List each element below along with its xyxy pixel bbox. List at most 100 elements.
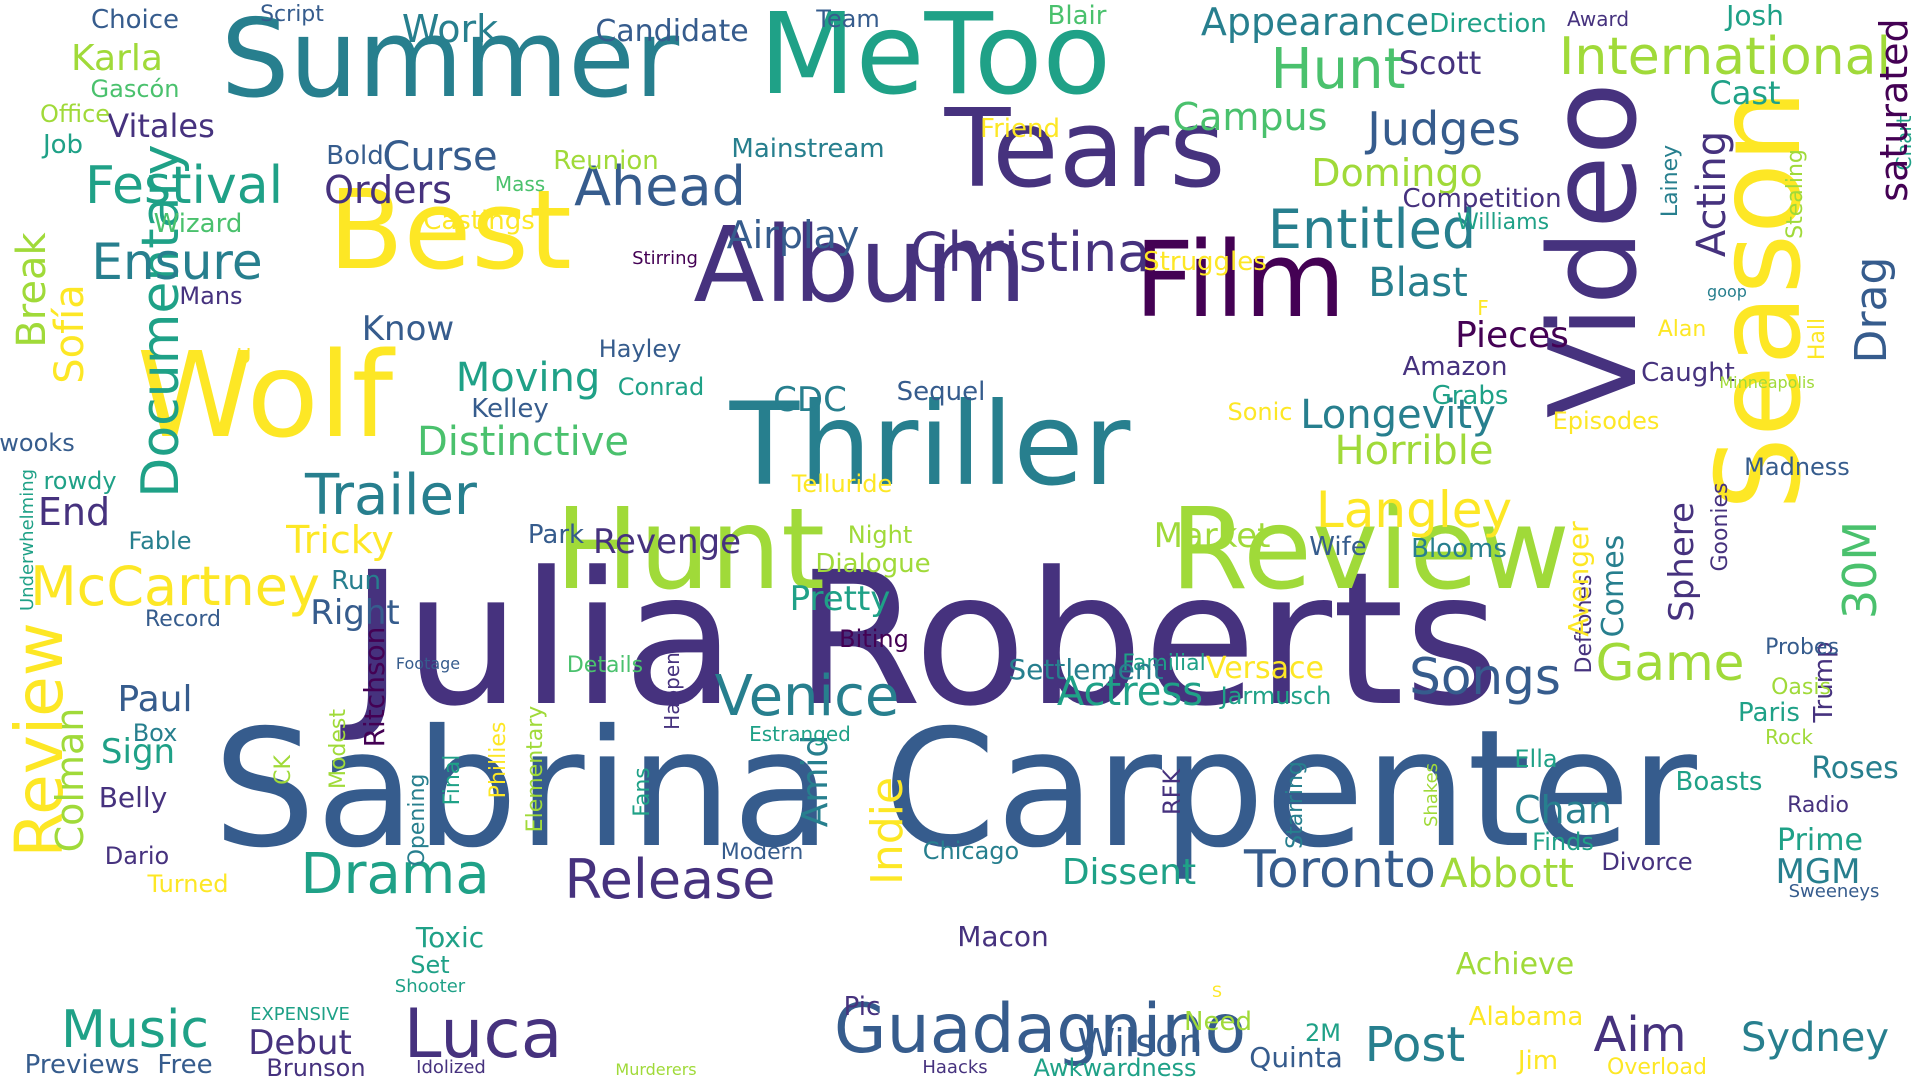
word-team: Team	[816, 5, 880, 33]
word-moving: Moving	[455, 355, 601, 401]
word-hall: Hall	[1805, 317, 1830, 361]
word-job: Job	[42, 130, 84, 160]
word-overload: Overload	[1607, 1055, 1707, 1080]
word-fans: Fans	[630, 767, 655, 817]
word-blair: Blair	[1047, 1, 1107, 31]
word-sofia: Sofía	[47, 284, 93, 384]
word-alabama: Alabama	[1468, 1002, 1584, 1032]
word-christina: Christina	[909, 221, 1151, 284]
word-free: Free	[157, 1050, 213, 1080]
word-roses: Roses	[1811, 751, 1899, 786]
word-castings: Castings	[423, 206, 535, 236]
word-karla: Karla	[71, 38, 163, 79]
word-mans: Mans	[179, 282, 243, 310]
word-stealing: Stealing	[1783, 149, 1808, 239]
word-wizard: Wizard	[153, 209, 243, 239]
word-caught: Caught	[1641, 358, 1735, 388]
word-mass: Mass	[494, 172, 546, 196]
word-haacks: Haacks	[922, 1057, 988, 1078]
word-aim: Aim	[1593, 1007, 1687, 1063]
word-radio: Radio	[1787, 793, 1849, 818]
word-blast: Blast	[1368, 260, 1468, 306]
word-ritchson: Ritchson	[358, 626, 391, 748]
word-tricky: Tricky	[286, 518, 394, 562]
word-saturated: saturated	[1872, 18, 1916, 202]
word-night: Night	[847, 521, 913, 549]
word-music: Music	[61, 1000, 209, 1060]
word-happen: Happen	[660, 652, 684, 730]
word-orders: Orders	[324, 168, 452, 212]
word-international: International	[1559, 27, 1891, 87]
word-abbott: Abbott	[1440, 851, 1574, 897]
word-festival: Festival	[84, 156, 284, 216]
word-finds: Finds	[1532, 828, 1594, 856]
word-murderers: Murderers	[615, 1060, 697, 1079]
word-settlement: Settlement	[1008, 653, 1164, 686]
word-lainey: Lainey	[1658, 144, 1683, 218]
word-sonic: Sonic	[1227, 398, 1293, 426]
word-candidate: Candidate	[595, 14, 749, 49]
word-biting: Biting	[839, 625, 909, 653]
word-cast: Cast	[1709, 74, 1781, 112]
word-blooms: Blooms	[1411, 534, 1507, 564]
word-u: U	[236, 344, 252, 368]
word-album: Album	[693, 204, 1027, 326]
word-kelley: Kelley	[471, 394, 549, 424]
word-vitales: Vitales	[107, 107, 215, 145]
word-probes: Probes	[1765, 635, 1839, 660]
word-jarmusch: Jarmusch	[1220, 682, 1332, 710]
word-venice: Venice	[714, 664, 900, 729]
word-competition: Competition	[1402, 184, 1562, 214]
word-mainstream: Mainstream	[731, 134, 885, 164]
word-office: Office	[39, 100, 111, 128]
word-award: Award	[1566, 7, 1630, 31]
word-hunt: Hunt	[554, 485, 826, 615]
word-appearance: Appearance	[1200, 0, 1430, 44]
word-curse: Curse	[382, 134, 498, 180]
word-williams: Williams	[1456, 210, 1550, 235]
word-ck: CK	[271, 755, 296, 785]
word-pretty: Pretty	[789, 579, 891, 619]
word-sweeneys: Sweeneys	[1788, 881, 1880, 902]
word-metoo: MeToo	[759, 0, 1111, 120]
word-distinctive: Distinctive	[417, 419, 629, 465]
word-drag: Drag	[1846, 256, 1897, 364]
word-toronto: Toronto	[1244, 840, 1436, 900]
word-drama: Drama	[300, 842, 490, 907]
word-campus: Campus	[1172, 95, 1328, 139]
word-guadagnino: Guadagnino	[833, 990, 1247, 1069]
word-footage: Footage	[395, 654, 461, 673]
word-dario: Dario	[104, 842, 170, 870]
word-pieces: Pieces	[1455, 315, 1569, 356]
word-underwhelming: Underwhelming	[17, 468, 38, 612]
word-thriller: Thriller	[729, 378, 1131, 511]
word-oasis: Oasis	[1771, 675, 1831, 700]
word-domingo: Domingo	[1311, 151, 1483, 195]
word-brunson: Brunson	[266, 1054, 366, 1080]
word-josh: Josh	[1726, 0, 1784, 32]
word-right: Right	[310, 593, 400, 633]
word-modern: Modern	[720, 840, 804, 865]
word-alan: Alan	[1657, 317, 1707, 342]
word-need: Need	[1184, 1007, 1252, 1037]
word-2m: 2M	[1305, 1019, 1341, 1047]
word-goop: goop	[1707, 282, 1747, 301]
word-rock: Rock	[1765, 725, 1813, 749]
word-indie: Indie	[862, 776, 913, 886]
word-comes: Comes	[1596, 534, 1631, 638]
word-run: Run	[331, 566, 381, 596]
word-sydney: Sydney	[1740, 1015, 1890, 1061]
word-rfk: RFK	[1158, 768, 1186, 816]
word-rowdy: rowdy	[43, 467, 117, 495]
word-avenger: Avenger	[1562, 521, 1595, 637]
word-script: Script	[260, 2, 324, 27]
word-wife: Wife	[1309, 532, 1367, 562]
word-expensive: EXPENSIVE	[250, 1004, 350, 1025]
word-fable: Fable	[128, 527, 192, 555]
word-game: Game	[1595, 634, 1745, 692]
word-box: Box	[132, 719, 178, 747]
word-bold: Bold	[326, 141, 384, 171]
word-airplay: Airplay	[726, 213, 860, 257]
word-release: Release	[564, 848, 776, 911]
